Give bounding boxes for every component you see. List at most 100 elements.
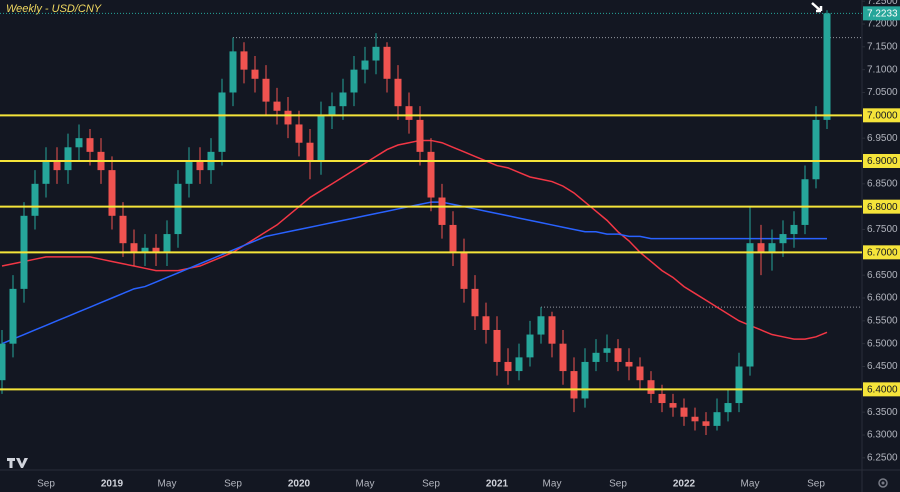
candle-body <box>64 147 72 171</box>
candle-body <box>548 316 556 344</box>
x-tick-label: Sep <box>224 479 242 490</box>
candle-body <box>328 106 336 116</box>
last-price-label: 7.2233 <box>867 8 898 19</box>
candle-body <box>394 78 402 107</box>
candle-body <box>570 371 578 399</box>
x-tick-label: Sep <box>609 479 627 490</box>
level-label-box <box>863 153 900 168</box>
candle-body <box>636 366 644 381</box>
candle-body <box>9 288 17 344</box>
candle-body <box>515 357 523 372</box>
level-label: 7.0000 <box>867 110 898 121</box>
chart-title: Weekly - USD/CNY <box>6 3 102 15</box>
moving-average-line <box>1 139 828 340</box>
level-label-box <box>863 199 900 214</box>
candle-body <box>416 119 424 152</box>
level-label-box <box>863 382 900 397</box>
candle-body <box>372 46 380 61</box>
candle-body <box>42 160 50 184</box>
y-tick-label: 6.9500 <box>867 133 898 144</box>
candle-body <box>647 380 655 394</box>
level-label: 6.8000 <box>867 202 898 213</box>
candle-body <box>218 92 226 152</box>
y-tick-label: 6.8500 <box>867 178 898 189</box>
x-tick-label: 2022 <box>673 479 696 490</box>
level-label: 6.7000 <box>867 247 898 258</box>
candle-body <box>262 78 270 102</box>
candle-body <box>174 183 182 235</box>
candle-body <box>317 115 325 161</box>
candle-body <box>350 69 358 93</box>
y-tick-label: 7.2000 <box>867 19 898 30</box>
candle-body <box>625 361 633 367</box>
x-tick-label: Sep <box>807 479 825 490</box>
y-tick-label: 6.3000 <box>867 430 898 441</box>
candle-body <box>295 124 303 143</box>
candle-body <box>526 334 534 358</box>
x-tick-label: May <box>356 479 375 490</box>
candle-body <box>493 329 501 362</box>
x-tick-label: Sep <box>37 479 55 490</box>
candle-body <box>702 421 710 426</box>
candle-body <box>724 403 732 413</box>
candle-body <box>196 160 204 171</box>
candle-body <box>790 224 798 235</box>
candle-body <box>152 247 160 253</box>
candle-body <box>438 197 446 225</box>
candle-body <box>779 234 787 244</box>
tv-logo <box>7 458 28 468</box>
candle-body <box>482 316 490 330</box>
x-tick-label: May <box>741 479 760 490</box>
candle-body <box>471 288 479 317</box>
x-tick-label: May <box>543 479 562 490</box>
level-label-box <box>863 245 900 260</box>
candle-body <box>86 138 94 152</box>
y-tick-label: 6.5000 <box>867 338 898 349</box>
candle-body <box>559 343 567 372</box>
candle-body <box>801 179 809 225</box>
y-tick-label: 6.6000 <box>867 293 898 304</box>
candle-body <box>537 316 545 335</box>
y-tick-label: 7.0500 <box>867 87 898 98</box>
candle-body <box>603 348 611 353</box>
y-tick-label: 6.4500 <box>867 361 898 372</box>
y-tick-label: 6.2500 <box>867 452 898 463</box>
level-label: 6.9000 <box>867 156 898 167</box>
candle-body <box>669 403 677 408</box>
candle-body <box>581 361 589 399</box>
candle-body <box>823 13 831 120</box>
last-price-box <box>863 6 900 21</box>
candle-body <box>339 92 347 107</box>
x-tick-label: May <box>158 479 177 490</box>
x-tick-label: 2019 <box>101 479 124 490</box>
candle-body <box>746 243 754 367</box>
candle-body <box>229 51 237 93</box>
level-label-box <box>863 108 900 123</box>
settings-icon[interactable] <box>878 478 888 488</box>
candle-body <box>768 243 776 253</box>
candle-body <box>31 183 39 216</box>
x-tick-label: Sep <box>422 479 440 490</box>
candle-body <box>713 412 721 426</box>
x-tick-label: 2021 <box>486 479 509 490</box>
level-label: 6.4000 <box>867 384 898 395</box>
candle-body <box>658 393 666 404</box>
candle-body <box>141 247 149 253</box>
candle-body <box>735 366 743 404</box>
candle-body <box>504 361 512 372</box>
arrow-annotation <box>811 2 823 13</box>
candle-body <box>383 46 391 79</box>
candle-body <box>108 170 116 216</box>
candle-body <box>306 142 314 161</box>
candle-body <box>185 160 193 184</box>
candle-body <box>130 243 138 253</box>
y-tick-label: 6.7500 <box>867 224 898 235</box>
candle-body <box>680 407 688 417</box>
candle-body <box>460 252 468 289</box>
y-tick-label: 6.3500 <box>867 407 898 418</box>
candle-body <box>251 69 259 79</box>
candle-body <box>427 151 435 198</box>
y-tick-label: 7.1000 <box>867 64 898 75</box>
